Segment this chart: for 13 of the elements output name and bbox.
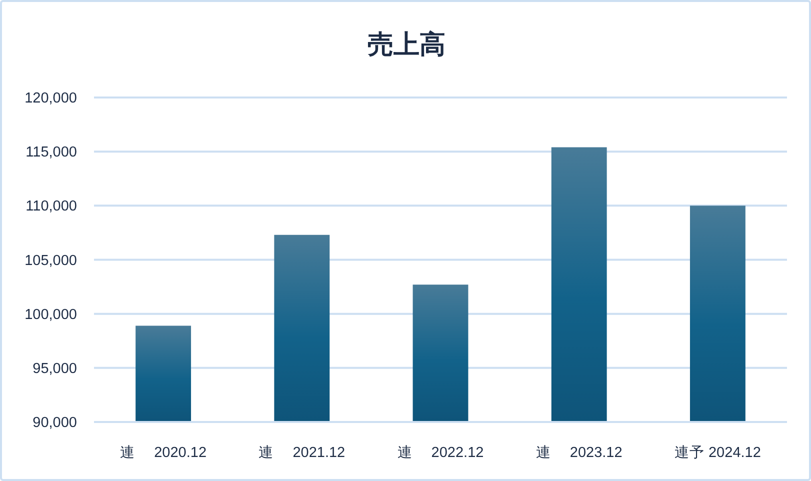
chart-title: 売上高 [368, 29, 446, 59]
x-tick-label: 連 2022.12 [397, 444, 484, 461]
y-tick-label: 115,000 [26, 144, 77, 161]
y-tick-label: 120,000 [24, 90, 77, 106]
y-tick-label: 110,000 [26, 198, 77, 215]
x-tick-label: 連 2020.12 [120, 444, 207, 461]
y-tick-label: 95,000 [32, 360, 77, 377]
y-tick-label: 105,000 [24, 252, 77, 269]
x-tick-label: 連 2023.12 [536, 444, 622, 461]
x-tick-label: 連 2021.12 [258, 444, 346, 461]
x-tick-label: 連予 2024.12 [674, 444, 761, 461]
y-tick-label: 90,000 [32, 415, 77, 431]
y-tick-label: 100,000 [24, 306, 77, 323]
